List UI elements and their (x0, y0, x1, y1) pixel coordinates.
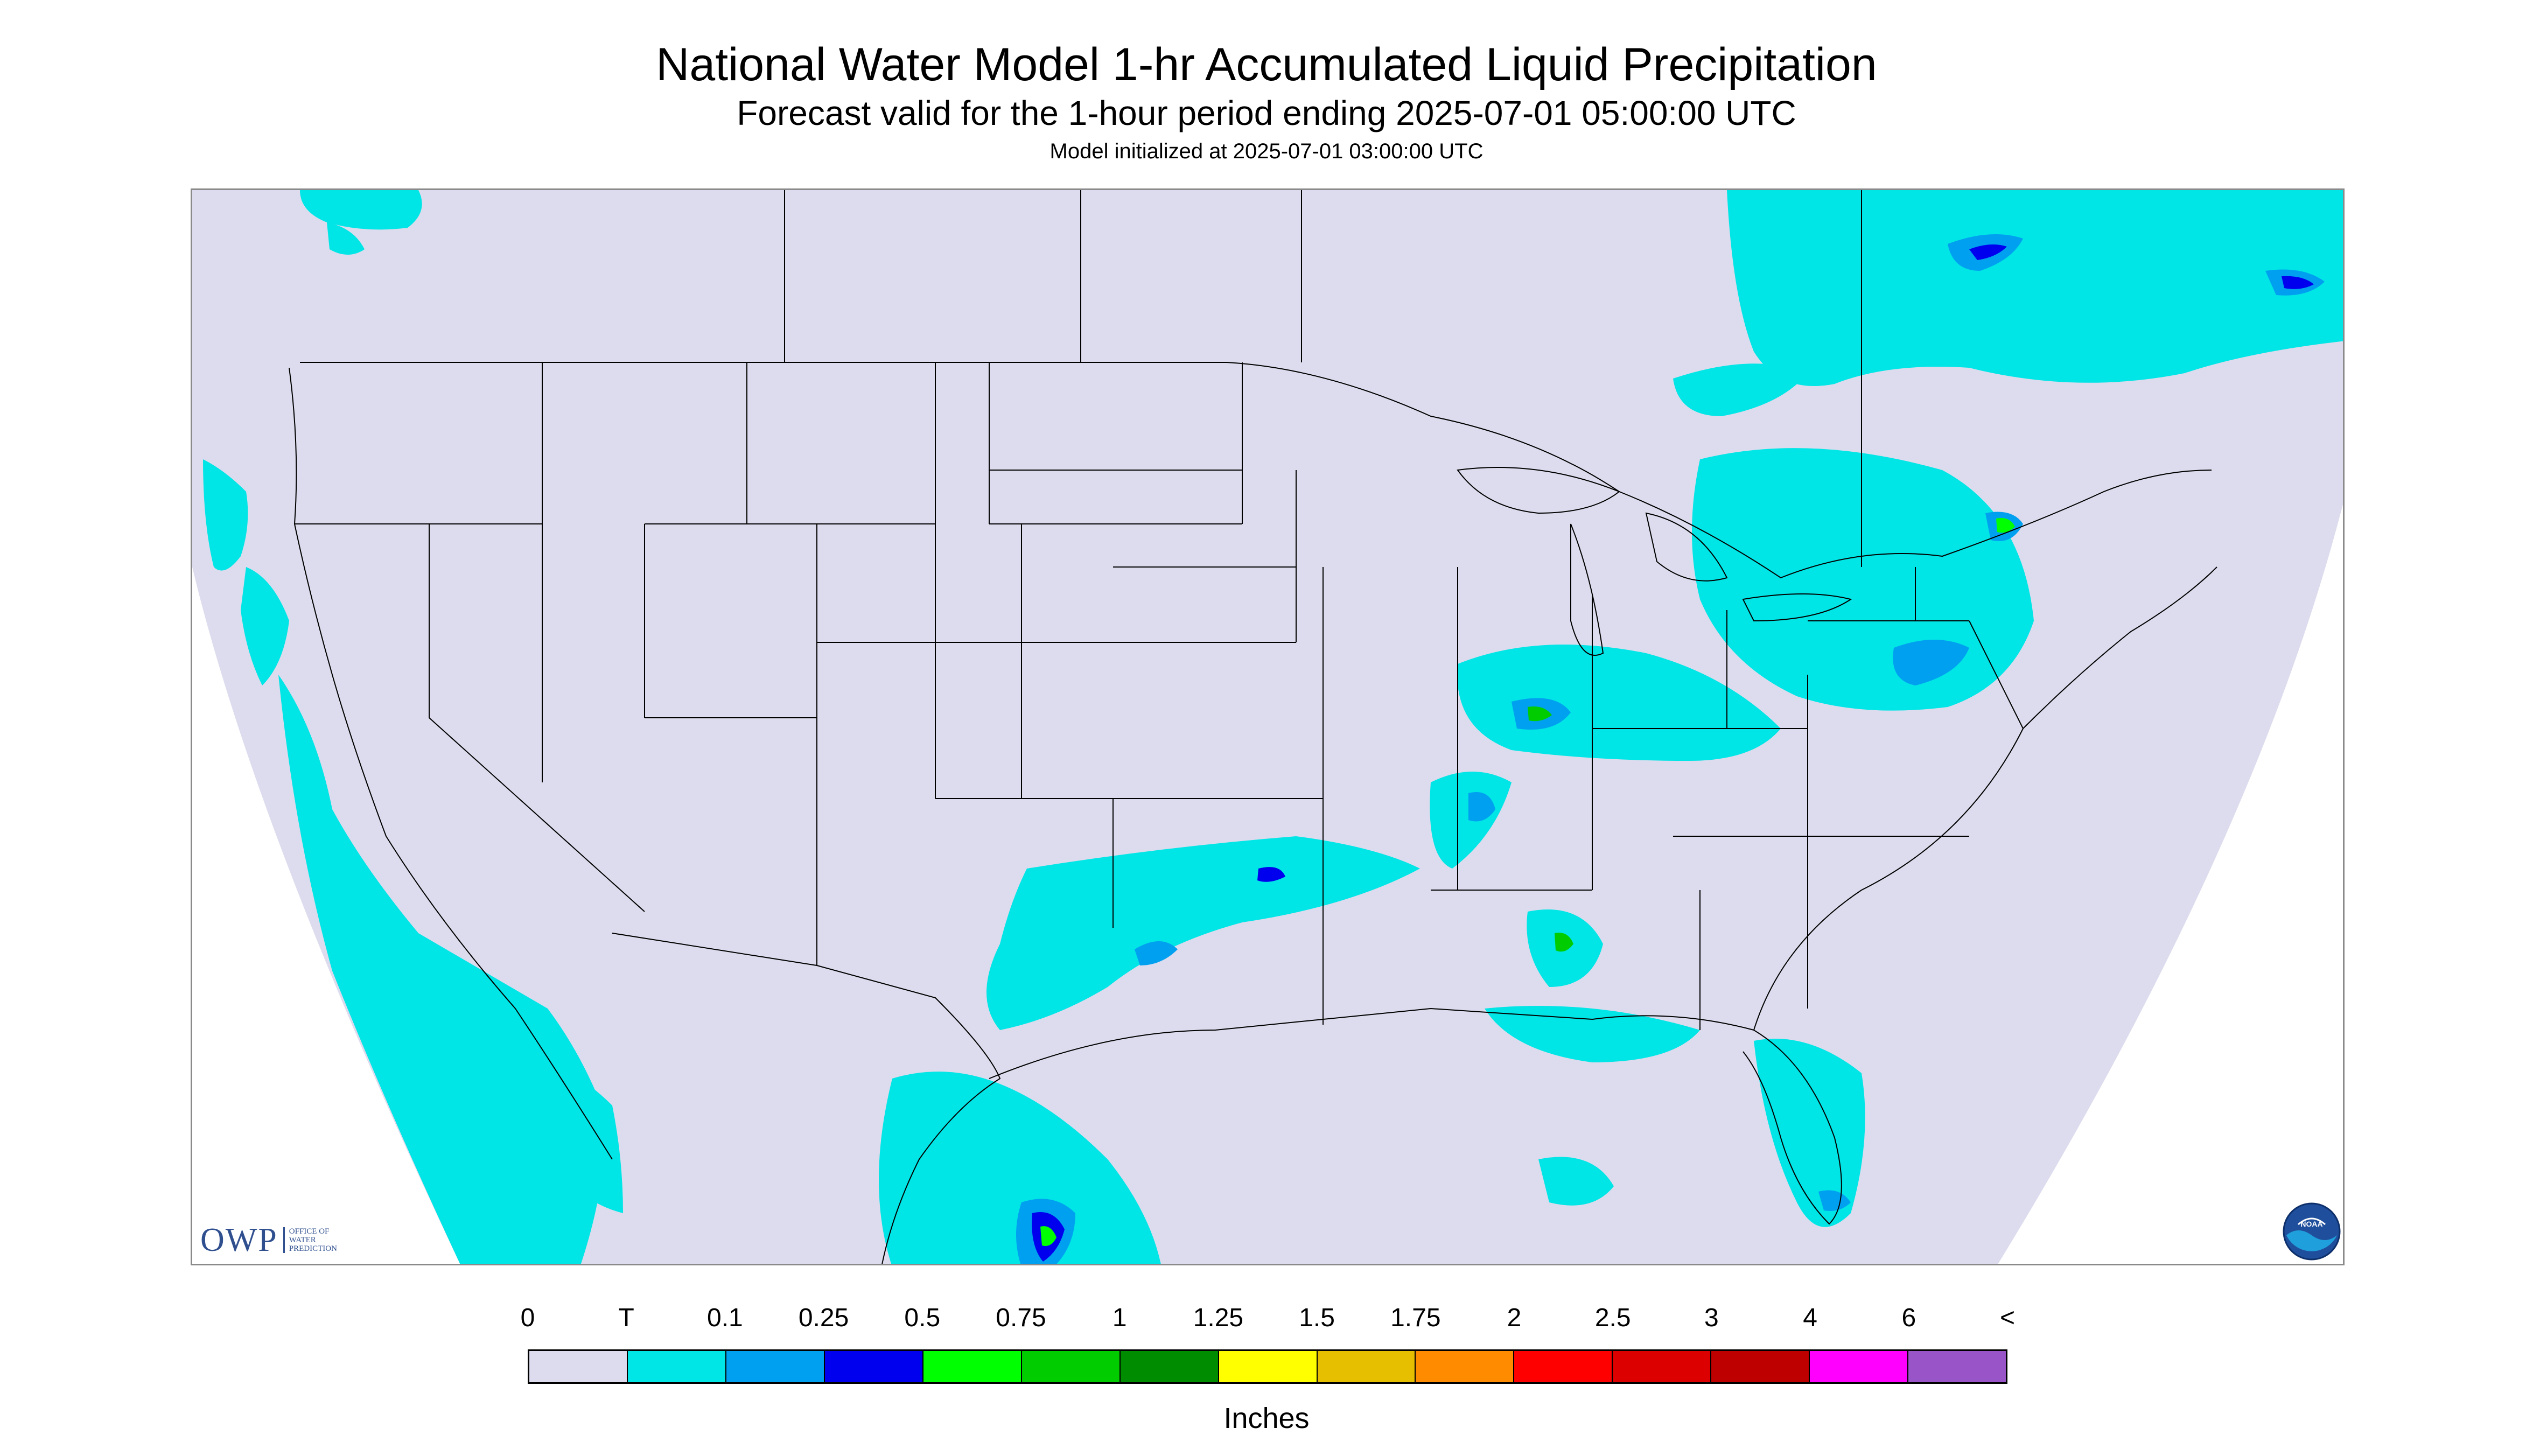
legend-swatch (627, 1351, 726, 1382)
legend-swatch (824, 1351, 923, 1382)
map-canvas (192, 190, 2343, 1264)
legend-labels: 0 T 0.1 0.25 0.5 0.75 1 1.25 1.5 1.75 2 2.5 3 4 6 < (0, 1303, 2533, 1335)
state-lines-west (295, 362, 1172, 965)
owp-logo-line1: OFFICE OF (289, 1227, 330, 1236)
state-lines-central (989, 362, 1592, 1025)
legend-swatch (1317, 1351, 1416, 1382)
precip-area-quebec (1727, 190, 2343, 386)
gulf-coast-line (989, 1007, 1842, 1225)
precip-area-quebec-east-core (2282, 276, 2314, 289)
precip-area-oklahoma-texas (986, 836, 1420, 1030)
legend-swatch (529, 1351, 628, 1382)
legend-swatch (1120, 1351, 1219, 1382)
precip-area-ohio-valley (1457, 645, 1781, 761)
legend-label: 3 (1704, 1304, 1719, 1332)
precipitation-map (191, 188, 2345, 1265)
precip-area-florida-heavy (1818, 1190, 1851, 1211)
legend-label: 4 (1803, 1304, 1817, 1332)
legend-swatch (1416, 1351, 1515, 1382)
state-lines-east (1592, 567, 2024, 1030)
legend-swatch (1908, 1351, 2006, 1382)
owp-logo-line3: PREDICTION (289, 1244, 337, 1253)
noaa-logo: NOAA (2283, 1202, 2341, 1261)
precip-area-baja-offshore (515, 1052, 623, 1213)
legend-label: 6 (1901, 1304, 1916, 1332)
precip-area-canada-nw (300, 190, 422, 230)
precip-area-gulf-south (1538, 1157, 1614, 1206)
owp-logo-mark: OWP (200, 1221, 278, 1258)
legend-label: 0.75 (996, 1304, 1046, 1332)
legend-swatch (1613, 1351, 1712, 1382)
precip-area-california-offshore (278, 675, 604, 1264)
model-init-text: Model initialized at 2025-07-01 03:00:00… (1049, 139, 1484, 163)
precip-area-gulf (1485, 1006, 1700, 1062)
legend-label: 2.5 (1594, 1304, 1631, 1332)
legend-swatch (1810, 1351, 1909, 1382)
precip-area-pennsylvania (1893, 640, 1969, 685)
boundary-lines (289, 190, 2217, 1264)
legend-color-bar (528, 1349, 2007, 1384)
legend-swatch (1514, 1351, 1613, 1382)
precip-area-oklahoma-heavy (1135, 941, 1178, 965)
legend-swatch (726, 1351, 825, 1382)
precip-area-pacific-nw (203, 459, 248, 571)
precip-area-ny-green (1996, 518, 2015, 533)
us-mexico-border (612, 933, 1001, 1264)
owp-logo-line2: WATER (289, 1236, 316, 1244)
canada-province-lines (784, 190, 1862, 567)
owp-logo: OWP OFFICE OF WATER PREDICTION (200, 1221, 373, 1259)
map-title: National Water Model 1-hr Accumulated Li… (656, 39, 1877, 90)
precip-area-alabama-core (1555, 933, 1573, 952)
precip-area-missouri-core (1468, 792, 1495, 822)
legend-swatch (1219, 1351, 1318, 1382)
us-canada-border (300, 362, 2212, 579)
legend-swatch (923, 1351, 1022, 1382)
legend-label: 0.5 (904, 1304, 941, 1332)
precip-area-mexico-green (1040, 1226, 1056, 1246)
precip-area-oregon-coast (241, 567, 289, 685)
east-coast-line (1753, 566, 2217, 1031)
owp-logo-text: OFFICE OF WATER PREDICTION (283, 1227, 337, 1253)
legend-units: Inches (1223, 1402, 1310, 1434)
legend-label: 0.25 (798, 1304, 849, 1332)
precip-area-quebec-core (1969, 244, 2007, 260)
legend-swatch (1711, 1351, 1810, 1382)
map-subtitle: Forecast valid for the 1-hour period end… (737, 94, 1796, 132)
legend-label: 0.1 (707, 1304, 743, 1332)
legend-label: 1.25 (1193, 1304, 1244, 1332)
precip-area-oklahoma-core (1257, 867, 1285, 882)
legend-label: T (618, 1304, 634, 1332)
precip-layer (203, 190, 2343, 1264)
precip-area-florida (1754, 1039, 1865, 1227)
precip-area-mexico (879, 1072, 1161, 1264)
west-coast-line (289, 367, 613, 1160)
legend-label: 2 (1507, 1304, 1522, 1332)
legend-label: 1.5 (1299, 1304, 1335, 1332)
great-lakes-outline (1457, 467, 1852, 656)
legend-label: 1.75 (1390, 1304, 1441, 1332)
legend-label: 1 (1112, 1304, 1127, 1332)
precip-area-canada-small (327, 222, 365, 255)
legend-swatch (1021, 1351, 1121, 1382)
legend-label: 0 (520, 1304, 535, 1332)
precip-area-ontario-band (1673, 363, 1808, 416)
noaa-logo-text: NOAA (2300, 1220, 2322, 1228)
legend-label: < (1999, 1304, 2016, 1332)
precip-area-illinois-core (1528, 706, 1552, 722)
